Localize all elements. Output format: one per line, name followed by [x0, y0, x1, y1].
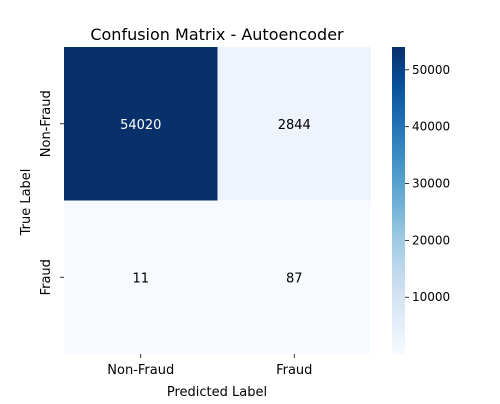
cell-value-label: 11 [132, 271, 149, 286]
heatmap-cell [64, 200, 218, 354]
colorbar-tick-label: 50000 [412, 63, 450, 77]
chart-title: Confusion Matrix - Autoencoder [90, 25, 344, 44]
y-tick-label: Fraud [39, 259, 54, 295]
y-tick-label: Non-Fraud [39, 90, 54, 157]
colorbar [392, 47, 405, 354]
colorbar-tick-label: 40000 [412, 120, 450, 134]
heatmap-cells [64, 47, 371, 354]
cell-value-label: 2844 [278, 118, 311, 133]
heatmap-cell [217, 47, 371, 201]
heatmap-cell [64, 47, 218, 201]
x-tick-label: Fraud [276, 363, 312, 378]
x-axis-label: Predicted Label [167, 385, 267, 400]
heatmap-cell-labels: 54020 2844 11 87 [120, 118, 311, 287]
heatmap-cell [217, 200, 371, 354]
x-axis-ticks: Non-Fraud Fraud [107, 354, 312, 378]
colorbar-ticks: 10000 20000 30000 40000 50000 [405, 63, 450, 304]
x-tick-label: Non-Fraud [107, 363, 174, 378]
y-axis-ticks: Non-Fraud Fraud [39, 90, 64, 295]
cell-value-label: 54020 [120, 118, 161, 133]
colorbar-tick-label: 20000 [412, 233, 450, 247]
colorbar-tick-label: 10000 [412, 290, 450, 304]
colorbar-tick-label: 30000 [412, 177, 450, 191]
y-axis-label: True Label [19, 169, 34, 237]
cell-value-label: 87 [286, 271, 303, 286]
